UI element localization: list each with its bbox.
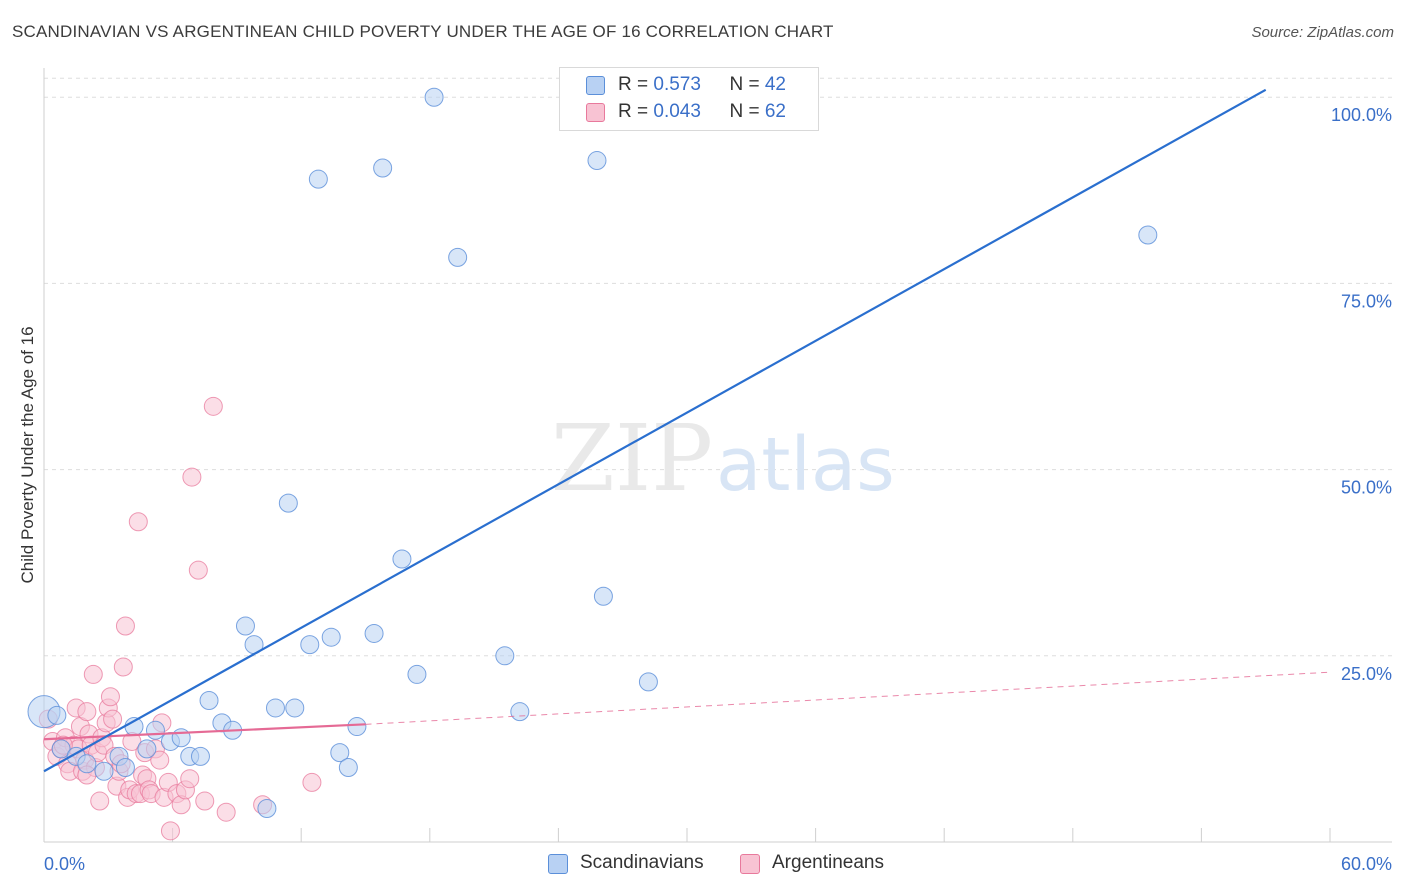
y-tick-label: 100.0% [1331, 105, 1392, 125]
legend-n-label: N = [729, 74, 765, 95]
argentinean-point [100, 687, 120, 707]
trend-lines [43, 88, 1331, 773]
grid-lines [44, 77, 1392, 657]
scandinavian-point [510, 702, 530, 722]
argentinean-point [115, 616, 135, 636]
legend-n-value: 62 [764, 101, 786, 122]
y-tick-label: 50.0% [1341, 478, 1392, 498]
legend-label: Argentineans [772, 852, 884, 873]
argentinean-point [77, 702, 97, 722]
scandinavian-point [137, 739, 157, 759]
argentinean-point [113, 657, 133, 677]
argentinean-point [180, 769, 200, 789]
legend-label: Scandinavians [580, 852, 704, 873]
scandinavian-point [300, 635, 320, 655]
watermark-zip: ZIP [551, 405, 713, 512]
legend-swatch-pink [740, 854, 760, 874]
y-tick-label: 75.0% [1341, 291, 1392, 311]
argentinean-point [216, 802, 236, 822]
scandinavian-point [285, 698, 305, 718]
argentinean-point [90, 791, 110, 811]
scandinavian-point [448, 247, 468, 267]
scandinavian-point [47, 705, 67, 725]
scandinavian-point [278, 493, 298, 513]
argentinean-point [203, 396, 223, 416]
argentineans-points [38, 396, 322, 841]
legend-r-value: 0.573 [653, 74, 701, 95]
scandinavian-point [199, 690, 219, 710]
scandinavian-point [364, 623, 384, 643]
tick-labels: 25.0% 50.0% 75.0% 100.0% 0.0% 60.0% [44, 105, 1392, 874]
legend-n-label: N = [729, 101, 765, 122]
chart-title: SCANDINAVIAN VS ARGENTINEAN CHILD POVERT… [12, 22, 834, 41]
argentinean-point [195, 791, 215, 811]
argentinean-point [182, 467, 202, 487]
legend-r-value: 0.043 [653, 101, 701, 122]
argentinean-point [103, 709, 123, 729]
watermark: ZIP atlas [551, 405, 895, 512]
watermark-atlas: atlas [716, 422, 895, 508]
scandinavian-trend-line [43, 88, 1267, 773]
scandinavian-point [321, 627, 341, 647]
scandinavian-point [308, 169, 328, 189]
scandinavian-point [257, 798, 277, 818]
argentinean-point [128, 512, 148, 532]
correlation-legend: R = 0.573 N = 42 R = 0.043 N = 62 [559, 67, 819, 131]
scandinavian-point [392, 549, 412, 569]
argentinean-point [150, 750, 170, 770]
scandinavian-point [424, 87, 444, 107]
scandinavian-point [145, 720, 165, 740]
x-tick-label: 60.0% [1341, 854, 1392, 874]
scandinavian-point [77, 754, 97, 774]
legend-swatch-pink [586, 103, 605, 122]
scandinavian-point [495, 646, 515, 666]
argentinean-point [160, 821, 180, 841]
scandinavian-point [51, 739, 71, 759]
legend-r-label: R = [618, 101, 654, 122]
y-tick-label: 25.0% [1341, 664, 1392, 684]
scandinavian-point [593, 586, 613, 606]
scandinavian-point [373, 158, 393, 178]
scandinavian-point [115, 758, 135, 778]
source-attribution: Source: ZipAtlas.com [1251, 24, 1394, 41]
scandinavian-point [638, 672, 658, 692]
series-legend: Scandinavians Argentineans [0, 852, 1406, 878]
x-tick-label: 0.0% [44, 854, 85, 874]
scandinavian-point [347, 717, 367, 737]
scandinavian-point [338, 758, 358, 778]
scandinavian-point [407, 664, 427, 684]
scandinavian-point [235, 616, 255, 636]
argentinean-trend-line [43, 723, 366, 741]
legend-swatch-blue [586, 76, 605, 95]
scandinavian-point [171, 728, 191, 748]
scandinavian-point [94, 761, 114, 781]
argentinean-point [83, 664, 103, 684]
legend-n-value: 42 [764, 74, 786, 95]
argentinean-trend-dashed [365, 671, 1331, 725]
argentinean-point [188, 560, 208, 580]
scandinavian-point [265, 698, 285, 718]
scandinavian-point [587, 151, 607, 171]
scandinavian-point [1138, 225, 1158, 245]
argentinean-point [302, 772, 322, 792]
scandinavian-point [330, 743, 350, 763]
legend-r-label: R = [618, 74, 654, 95]
scandinavian-point [190, 746, 210, 766]
legend-swatch-blue [548, 854, 568, 874]
